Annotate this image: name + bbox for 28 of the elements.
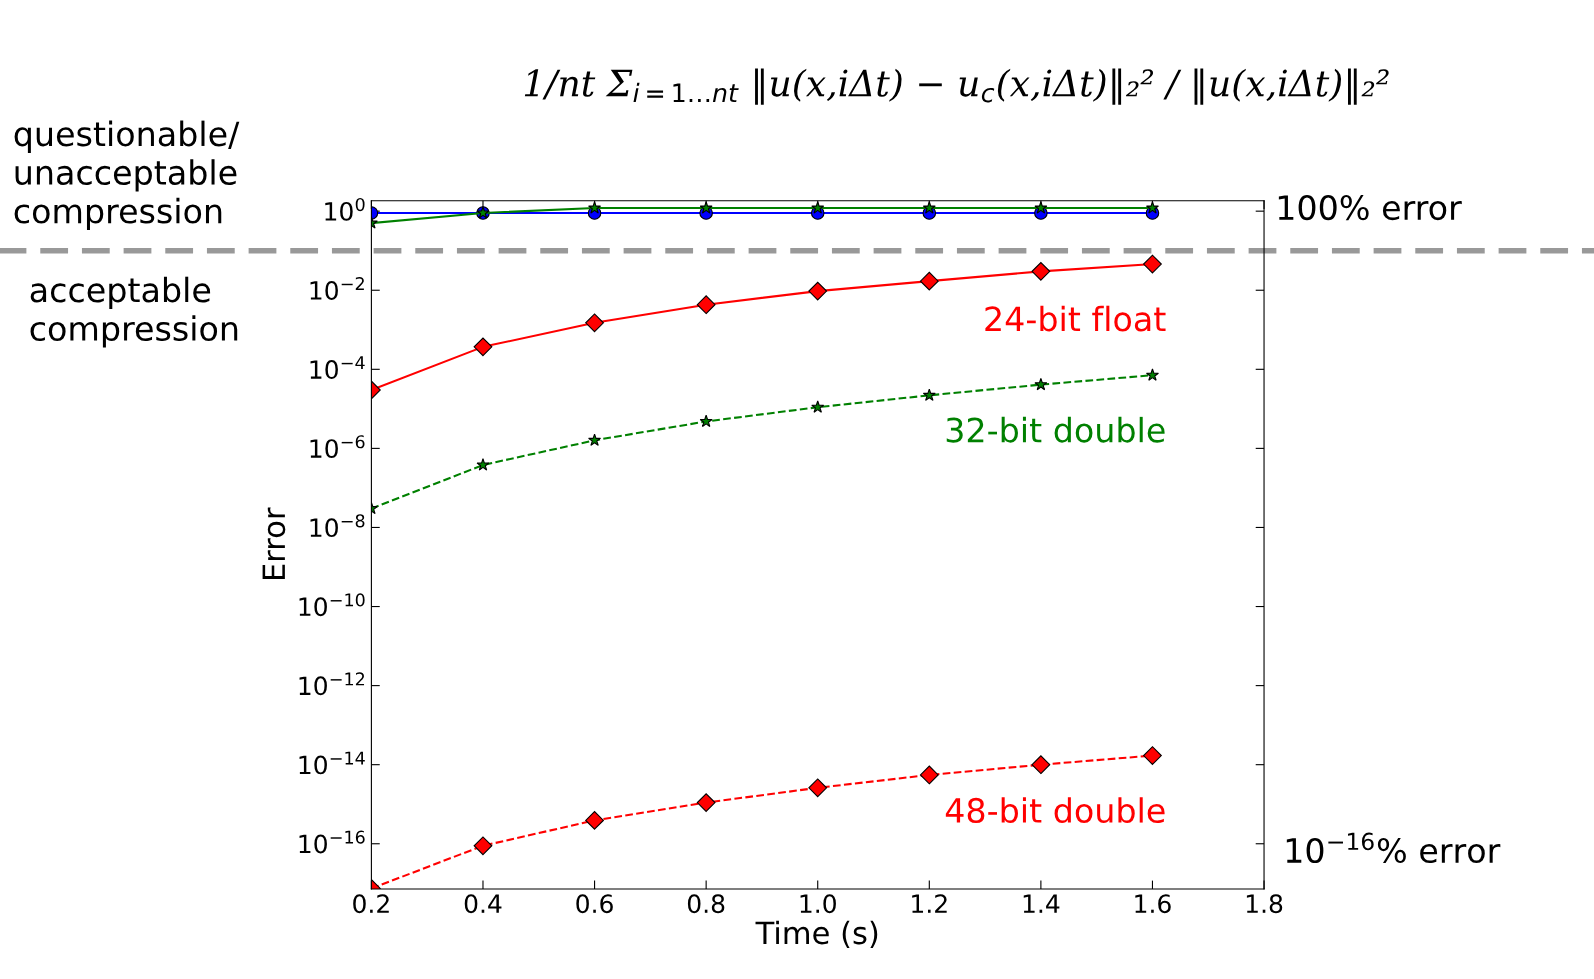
y-axis-title: Error [262,507,286,580]
y-tick-label: 10$^{−16}$ [299,830,365,854]
x-tick-label: 0.2 [353,894,389,914]
x-axis-title: Time (s) [755,920,878,949]
x-tick-label: 1.8 [1246,894,1283,914]
y-tick-label: 10$^{−2}$ [310,276,364,300]
text: questionable/ unacceptable compression [14,120,240,231]
series-label: 32-bit double [946,416,1165,443]
x-tick-label: 1.6 [1135,894,1171,914]
chart-title: 1/nt Σ$_{i=1…nt}$ ‖u(x,iΔt) − u$_{c}$(x,iΔt)‖₂² / ‖u(x,iΔt)‖₂² [524,68,1389,105]
y-tick-label: 10$^{−10}$ [299,593,365,617]
y-tick-label: 10$^{−6}$ [310,435,365,459]
x-tick-label: 1.0 [800,894,836,914]
x-tick-label: 0.4 [464,894,502,914]
text: 10$^{−16}$% error [1286,832,1501,864]
x-tick-label: 0.6 [576,894,613,914]
series-label: 24-bit float [985,305,1166,332]
series-label: 48-bit double [945,797,1165,824]
y-tick-label: 10$^{−12}$ [299,672,365,696]
y-tick-label: 10$^{−14}$ [299,751,365,775]
text: 100% error [1278,194,1462,221]
x-tick-label: 1.2 [912,894,947,913]
text: acceptable compression [30,276,238,348]
y-tick-label: 10$^{−8}$ [310,514,365,538]
x-tick-label: 1.4 [1023,894,1060,913]
x-tick-label: 0.8 [687,894,725,914]
y-tick-label: 10$^{−4}$ [310,356,365,379]
y-tick-label: 10$^{0}$ [325,197,365,221]
